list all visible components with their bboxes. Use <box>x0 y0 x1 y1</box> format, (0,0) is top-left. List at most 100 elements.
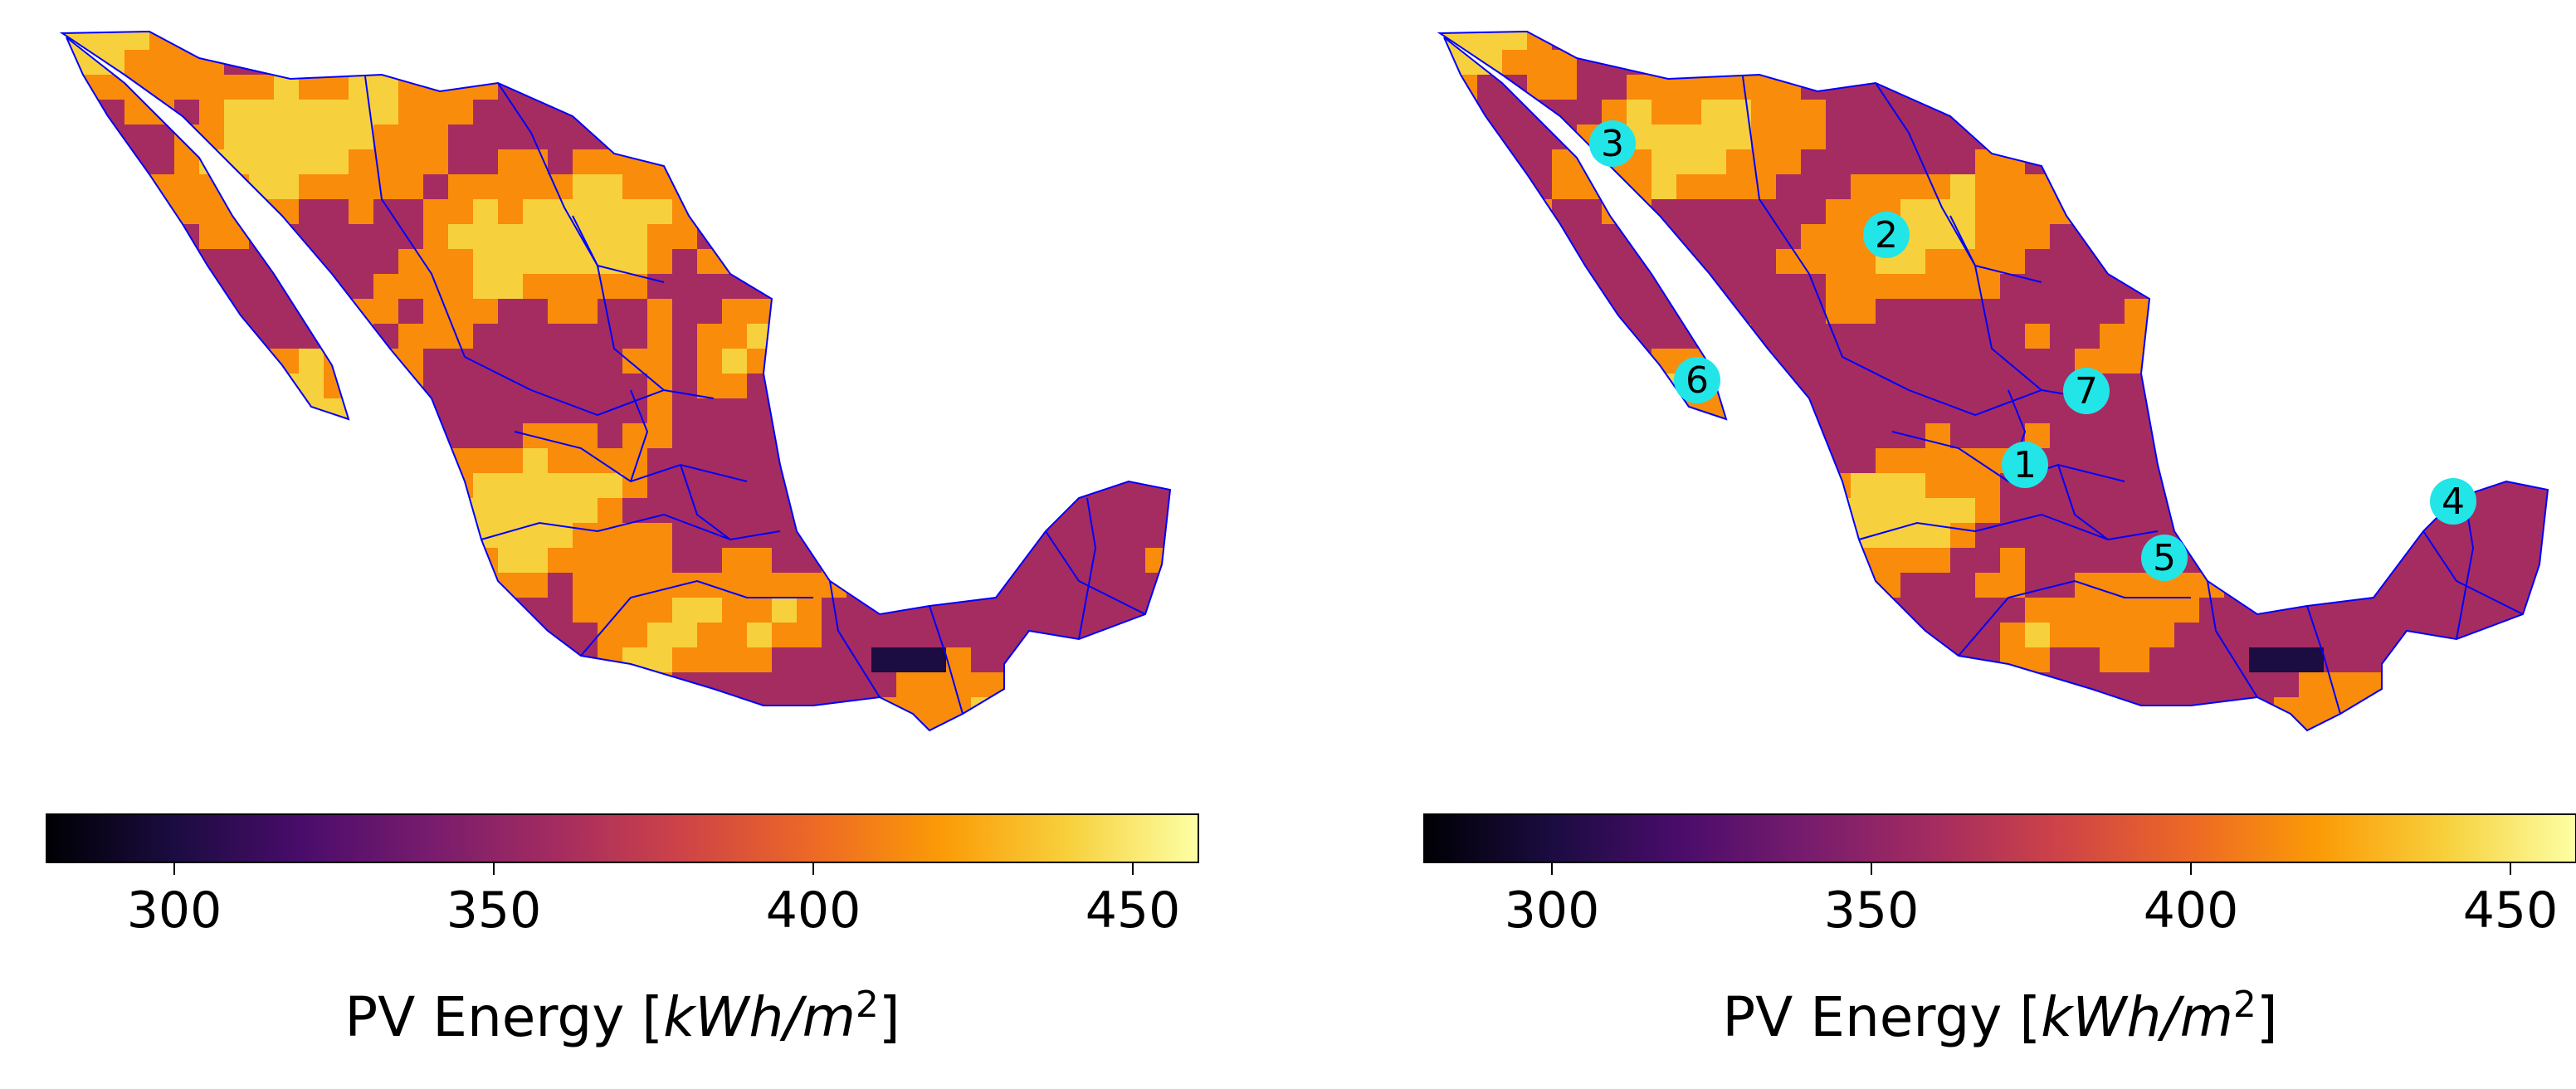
heatmap-cell <box>2374 50 2398 75</box>
heatmap-cell <box>124 697 149 722</box>
heatmap-cell <box>498 199 523 224</box>
heatmap-cell <box>722 274 747 299</box>
heatmap-cell <box>573 598 598 623</box>
heatmap-cell <box>672 722 697 730</box>
heatmap-cell <box>2050 75 2075 100</box>
heatmap-cell <box>62 274 75 299</box>
heatmap-cell <box>797 398 822 423</box>
heatmap-cell <box>1440 722 1452 730</box>
heatmap-cell <box>1751 100 1776 125</box>
heatmap-cell <box>1701 498 1726 523</box>
site-marker-3[interactable]: 3 <box>1589 120 1636 167</box>
heatmap-cell <box>1145 75 1170 100</box>
site-marker-5[interactable]: 5 <box>2141 535 2188 581</box>
heatmap-cell <box>1726 249 1751 274</box>
heatmap-cell <box>1851 573 1876 598</box>
site-marker-1[interactable]: 1 <box>2002 442 2048 488</box>
heatmap-cell <box>2224 224 2249 249</box>
heatmap-cell <box>971 647 996 672</box>
heatmap-cell <box>573 249 598 274</box>
heatmap-cell <box>224 249 249 274</box>
heatmap-cell <box>2000 598 2025 623</box>
site-marker-4[interactable]: 4 <box>2430 478 2476 525</box>
heatmap-cell <box>1726 398 1751 423</box>
heatmap-cell <box>2398 423 2423 448</box>
heatmap-cell <box>2149 100 2174 125</box>
heatmap-cell <box>797 623 822 647</box>
heatmap-cell <box>2149 50 2174 75</box>
site-marker-2[interactable]: 2 <box>1863 212 1910 258</box>
heatmap-cell <box>2000 672 2025 697</box>
heatmap-cell <box>1975 722 2000 730</box>
heatmap-cell <box>1701 647 1726 672</box>
heatmap-cell <box>1452 423 1477 448</box>
heatmap-cell <box>1552 548 1577 573</box>
heatmap-cell <box>498 473 523 498</box>
heatmap-cell <box>2498 224 2523 249</box>
heatmap-cell <box>2000 697 2025 722</box>
heatmap-cell <box>1751 523 1776 548</box>
heatmap-cell <box>2548 672 2573 697</box>
heatmap-cell <box>846 199 871 224</box>
heatmap-cell <box>1776 299 1801 324</box>
heatmap-cell <box>299 423 324 448</box>
heatmap-cell <box>2448 722 2473 730</box>
heatmap-cell <box>1170 374 1195 398</box>
heatmap-cell <box>349 448 373 473</box>
heatmap-cell <box>398 199 423 224</box>
heatmap-cell <box>772 174 797 199</box>
heatmap-cell <box>1776 125 1801 149</box>
heatmap-cell <box>2100 647 2125 672</box>
heatmap-cell <box>946 349 971 374</box>
heatmap-cell <box>373 32 398 50</box>
heatmap-cell <box>921 75 946 100</box>
heatmap-cell <box>1145 224 1170 249</box>
heatmap-cell <box>199 423 224 448</box>
heatmap-cell <box>2374 249 2398 274</box>
heatmap-cell <box>1651 647 1676 672</box>
heatmap-cell <box>2174 324 2199 349</box>
heatmap-cell <box>1602 324 1627 349</box>
heatmap-cell <box>199 697 224 722</box>
heatmap-cell <box>1826 174 1851 199</box>
heatmap-cell <box>747 498 772 523</box>
heatmap-cell <box>1046 324 1071 349</box>
heatmap-cell <box>548 224 573 249</box>
heatmap-cell <box>1627 299 1651 324</box>
heatmap-cell <box>548 473 573 498</box>
heatmap-cell <box>2299 722 2324 730</box>
heatmap-cell <box>349 75 373 100</box>
heatmap-cell <box>2125 224 2149 249</box>
heatmap-cell <box>896 498 921 523</box>
heatmap-cell <box>1676 423 1701 448</box>
site-marker-7[interactable]: 7 <box>2063 368 2110 414</box>
heatmap-cell <box>797 75 822 100</box>
heatmap-cell <box>249 448 274 473</box>
heatmap-cell <box>1651 125 1676 149</box>
heatmap-cell <box>1120 697 1145 722</box>
heatmap-cell <box>971 398 996 423</box>
heatmap-cell <box>1925 349 1950 374</box>
heatmap-cell <box>1627 75 1651 100</box>
heatmap-cell <box>423 672 448 697</box>
heatmap-cell <box>1527 224 1552 249</box>
heatmap-cell <box>1477 647 1502 672</box>
heatmap-cell <box>2448 299 2473 324</box>
heatmap-cell <box>573 697 598 722</box>
heatmap-cell <box>1440 374 1452 398</box>
heatmap-cell <box>2100 623 2125 647</box>
heatmap-cell <box>2149 722 2174 730</box>
heatmap-cell <box>100 199 124 224</box>
heatmap-cell <box>1751 50 1776 75</box>
heatmap-cell <box>1577 398 1602 423</box>
heatmap-cell <box>548 498 573 523</box>
heatmap-cell <box>2125 398 2149 423</box>
heatmap-cell <box>2075 623 2100 647</box>
heatmap-cell <box>2423 32 2448 50</box>
heatmap-cell <box>324 174 349 199</box>
site-marker-6[interactable]: 6 <box>1674 357 1720 403</box>
heatmap-cell <box>1602 523 1627 548</box>
heatmap-cell <box>299 498 324 523</box>
heatmap-cell <box>2224 199 2249 224</box>
heatmap-cell <box>1826 498 1851 523</box>
